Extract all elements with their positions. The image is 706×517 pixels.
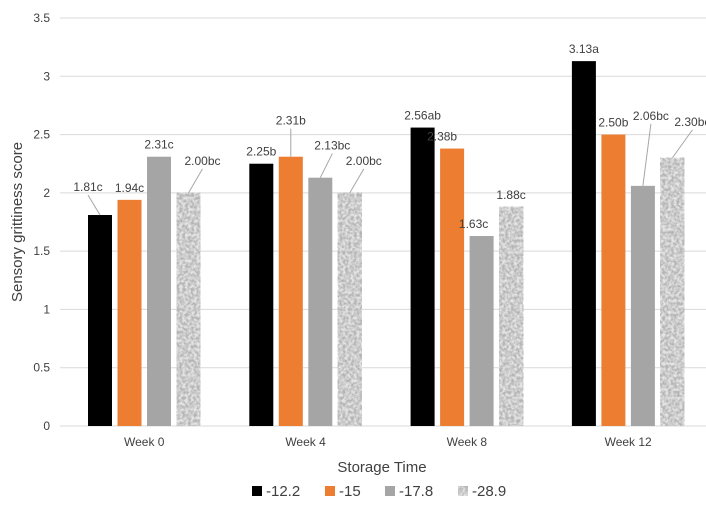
leader-line (349, 168, 365, 194)
bar-15-0 (117, 199, 142, 426)
legend-swatch (385, 486, 395, 496)
y-tick-label: 1.5 (33, 244, 50, 258)
bar-15-1 (278, 156, 303, 426)
bar-pattern (499, 206, 524, 426)
x-tick-label: Week 4 (285, 435, 326, 449)
bar-15-3 (601, 134, 626, 427)
data-label: 2.30bc (674, 115, 706, 129)
leader-line (642, 123, 652, 186)
legend: -12.2 -15 -17.8 -28.9 (252, 483, 506, 500)
legend-swatch (325, 486, 335, 496)
bar-122-3 (571, 61, 596, 426)
data-label: 1.94c (115, 181, 144, 195)
bar-122-2 (410, 127, 435, 426)
bar-pattern (176, 192, 201, 426)
legend-swatch (252, 486, 262, 496)
y-tick-label: 3.5 (33, 11, 50, 25)
data-label: 2.00bc (346, 154, 382, 168)
x-tick-label: Week 8 (447, 435, 488, 449)
y-tick-label: 2 (43, 186, 50, 200)
data-label: 2.31c (144, 138, 173, 152)
bar-178-0 (147, 156, 171, 426)
data-label: 1.81c (73, 180, 102, 194)
leader-line (87, 194, 101, 216)
leader-line (188, 168, 203, 194)
bar-122-0 (88, 215, 112, 426)
x-tick-label: Week 12 (605, 435, 652, 449)
data-label: 2.13bc (314, 139, 350, 153)
y-tick-label: 0.5 (33, 361, 50, 375)
data-label: 2.00bc (184, 154, 220, 168)
legend-label: -28.9 (472, 483, 506, 500)
x-tick-label: Week 0 (124, 435, 165, 449)
data-label: 2.06bc (633, 109, 669, 123)
legend-label: -12.2 (266, 483, 300, 500)
data-label: 3.13a (569, 42, 599, 56)
bar-178-2 (469, 235, 494, 426)
leader-line (319, 153, 333, 178)
x-axis-label: Storage Time (337, 459, 426, 476)
data-label: 2.38b (427, 130, 457, 144)
data-label: 2.25b (246, 145, 276, 159)
legend-label: -15 (339, 483, 361, 500)
y-tick-label: 3 (43, 69, 50, 83)
bar-122-1 (249, 163, 274, 426)
bar-178-3 (630, 185, 655, 426)
y-tick-label: 1 (43, 302, 50, 316)
bar-178-1 (308, 177, 333, 426)
y-tick-label: 2.5 (33, 128, 50, 142)
data-label: 2.50b (598, 116, 628, 130)
data-label: 1.63c (459, 217, 488, 231)
y-axis-label: Sensory grittiness score (9, 142, 26, 302)
legend-swatch-pattern (458, 486, 468, 496)
bar-pattern (660, 157, 685, 426)
leader-line (671, 129, 693, 159)
y-tick-label: 0 (43, 419, 50, 433)
bar-pattern (337, 192, 362, 426)
data-label: 2.31b (276, 114, 306, 128)
bar-15-2 (440, 148, 465, 426)
data-label: 2.56ab (404, 109, 441, 123)
legend-label: -17.8 (399, 483, 433, 500)
data-label: 1.88c (496, 188, 525, 202)
